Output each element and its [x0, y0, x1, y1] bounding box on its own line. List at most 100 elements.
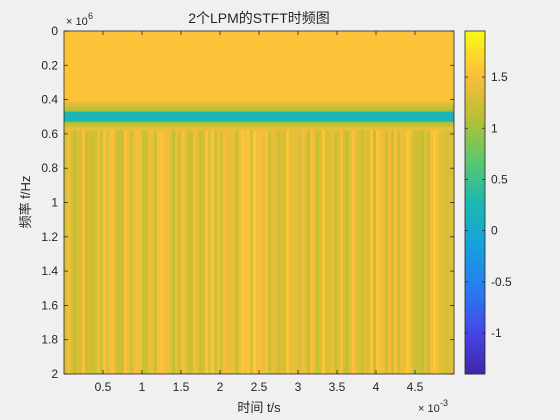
heatmap-cell [127, 130, 131, 374]
heatmap-cell [427, 130, 431, 374]
heatmap-cell [406, 130, 410, 374]
heatmap-cell [199, 130, 203, 374]
colorbar-segment [465, 219, 485, 225]
heatmap-cell [433, 130, 437, 374]
heatmap-cell [82, 130, 86, 374]
colorbar-segment [465, 326, 485, 332]
x-tick-label: 4.5 [407, 380, 424, 394]
heatmap-cell [229, 130, 233, 374]
colorbar-segment [465, 331, 485, 336]
y-tick-label: 0.6 [41, 127, 58, 141]
heatmap-cell [115, 130, 119, 374]
colorbar-segment [465, 159, 485, 165]
heatmap-cell [154, 130, 158, 374]
colorbar-tick-label: -0.5 [491, 275, 512, 289]
heatmap-cell [169, 130, 173, 374]
heatmap-cell [355, 130, 359, 374]
heatmap-cell [298, 130, 302, 374]
colorbar-segment [465, 318, 485, 323]
heatmap-cell [205, 130, 209, 374]
heatmap-cell [148, 130, 152, 374]
y-tick-label: 1 [51, 196, 58, 210]
colorbar-segment [465, 215, 485, 221]
heatmap-cell [235, 130, 239, 374]
colorbar-segment [465, 151, 485, 156]
colorbar-segment [465, 146, 485, 152]
heatmap-cell [163, 130, 167, 374]
colorbar-segment [465, 181, 485, 186]
colorbar-segment [465, 275, 485, 281]
heatmap-cell [262, 130, 266, 374]
colorbar-tick-label: 1 [491, 121, 498, 135]
colorbar-segment [465, 142, 485, 148]
colorbar-segment [465, 52, 485, 58]
colorbar-segment [465, 43, 485, 49]
colorbar-segment [465, 228, 485, 233]
colorbar-segment [465, 86, 485, 92]
colorbar-segment [465, 189, 485, 195]
heatmap-cell [376, 130, 380, 374]
heatmap-cell [403, 130, 407, 374]
heatmap-cell [442, 130, 446, 374]
colorbar-segment [465, 223, 485, 229]
y-tick-label: 1.4 [41, 264, 58, 278]
heatmap-cell [64, 125, 454, 127]
heatmap-cell [139, 130, 143, 374]
heatmap-cell [418, 130, 422, 374]
colorbar-tick-label: 1.5 [491, 70, 508, 84]
heatmap-cell [340, 130, 344, 374]
colorbar-axis: -1 -0.5 0 0.5 1 1.5 [465, 70, 512, 340]
heatmap-cell [328, 130, 332, 374]
heatmap-cell [64, 105, 454, 108]
colorbar-segment [465, 103, 485, 109]
heatmap-cell [256, 130, 260, 374]
heatmap-cell [373, 130, 377, 374]
heatmap-cell [334, 130, 338, 374]
colorbar-segment [465, 262, 485, 268]
colorbar-segment [465, 73, 485, 79]
heatmap-cell [349, 130, 353, 374]
colorbar-segment [465, 185, 485, 191]
heatmap-cell [64, 129, 454, 131]
heatmap-cell [304, 130, 308, 374]
heatmap-cell [316, 130, 320, 374]
heatmap-cell [223, 130, 227, 374]
heatmap-cell [436, 130, 440, 374]
heatmap-cell [142, 130, 146, 374]
heatmap-cell [118, 130, 122, 374]
heatmap-cell [382, 130, 386, 374]
heatmap-cell [346, 130, 350, 374]
heatmap-cell [415, 130, 419, 374]
heatmap-cell [313, 130, 317, 374]
x-tick-label: 1 [139, 380, 146, 394]
heatmap-cell [64, 111, 454, 122]
colorbar-segment [465, 296, 485, 302]
heatmap-cell [409, 130, 413, 374]
heatmap-cell [400, 130, 404, 374]
heatmap-cell [211, 130, 215, 374]
y-axis: 0 0.2 0.4 0.6 0.8 1 1.2 1.4 1.6 1.8 2 [41, 24, 454, 381]
heatmap-cell [421, 130, 425, 374]
heatmap-cell [448, 130, 452, 374]
heatmap-cell [166, 130, 170, 374]
heatmap-cell [64, 107, 454, 109]
heatmap-cell [265, 130, 269, 374]
heatmap-cell [88, 130, 92, 374]
y-axis-label: 频率 f/Hz [18, 176, 33, 229]
colorbar-tick-label: 0 [491, 224, 498, 238]
heatmap-cell [268, 130, 272, 374]
colorbar-segment [465, 241, 485, 246]
colorbar-segment [465, 288, 485, 293]
heatmap-cell [184, 130, 188, 374]
heatmap-cell [283, 130, 287, 374]
colorbar-segment [465, 108, 485, 113]
heatmap-cell [64, 108, 454, 111]
heatmap-cell [73, 130, 77, 374]
heatmap-cell [181, 130, 185, 374]
heatmap-cell [370, 130, 374, 374]
heatmap-cell [64, 104, 454, 106]
heatmap-cell [322, 130, 326, 374]
heatmap-cell [394, 130, 398, 374]
